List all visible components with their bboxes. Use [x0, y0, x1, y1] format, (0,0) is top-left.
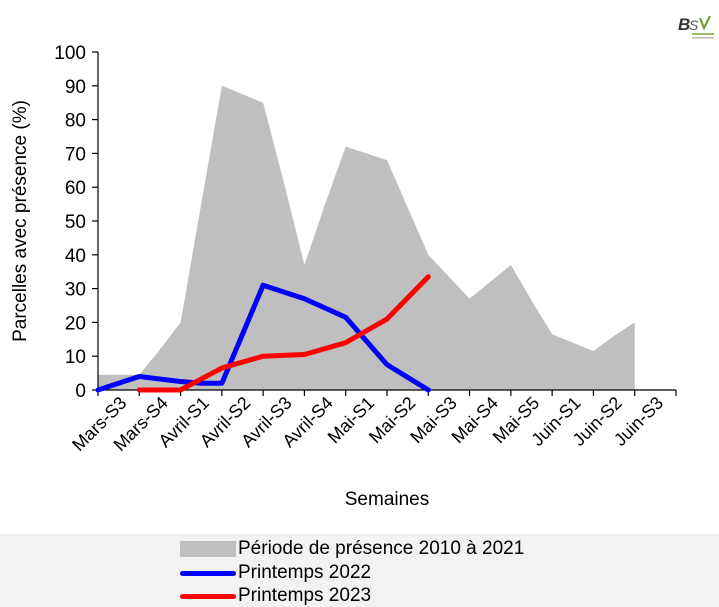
y-tick-label: 80	[65, 111, 86, 132]
y-ticks: 0 10 20 30 40 50 60 70 80 90 100	[54, 43, 98, 402]
legend-swatch-area	[180, 541, 236, 557]
y-axis-label: Parcelles avec présence (%)	[10, 100, 31, 342]
line-series-2022	[95, 282, 431, 393]
area-series-presence	[98, 85, 635, 391]
y-tick-label: 30	[65, 280, 86, 301]
bsv-logo: B S	[676, 12, 716, 42]
legend-swatch-2022	[180, 570, 236, 576]
svg-text:S: S	[689, 17, 699, 33]
y-tick-label: 90	[65, 77, 86, 98]
line-series-2023	[136, 274, 431, 393]
legend-item-area: Période de présence 2010 à 2021	[180, 538, 524, 560]
x-axis-label: Semaines	[345, 489, 430, 510]
legend-item-2022: Printemps 2022	[180, 562, 371, 584]
y-tick-label: 10	[65, 347, 86, 368]
lines-layer	[95, 274, 431, 393]
legend-label: Période de présence 2010 à 2021	[238, 538, 525, 559]
legend-swatch-2023	[180, 593, 236, 599]
y-tick-label: 70	[65, 144, 86, 165]
y-tick-label: 0	[75, 381, 86, 402]
legend-label: Printemps 2023	[238, 585, 372, 606]
area-layer	[98, 85, 635, 391]
y-tick-label: 100	[54, 43, 86, 64]
x-ticks: Mars-S3Mars-S4Avril-S1Avril-S2Avril-S3Av…	[68, 390, 677, 455]
y-tick-label: 60	[65, 178, 86, 199]
y-tick-label: 50	[65, 212, 86, 233]
legend: Période de présence 2010 à 2021 Printemp…	[0, 534, 719, 607]
svg-text:B: B	[678, 15, 690, 34]
y-tick-label: 40	[65, 246, 86, 267]
legend-label: Printemps 2022	[238, 562, 372, 583]
legend-item-2023: Printemps 2023	[180, 585, 371, 607]
y-tick-label: 20	[65, 313, 86, 334]
